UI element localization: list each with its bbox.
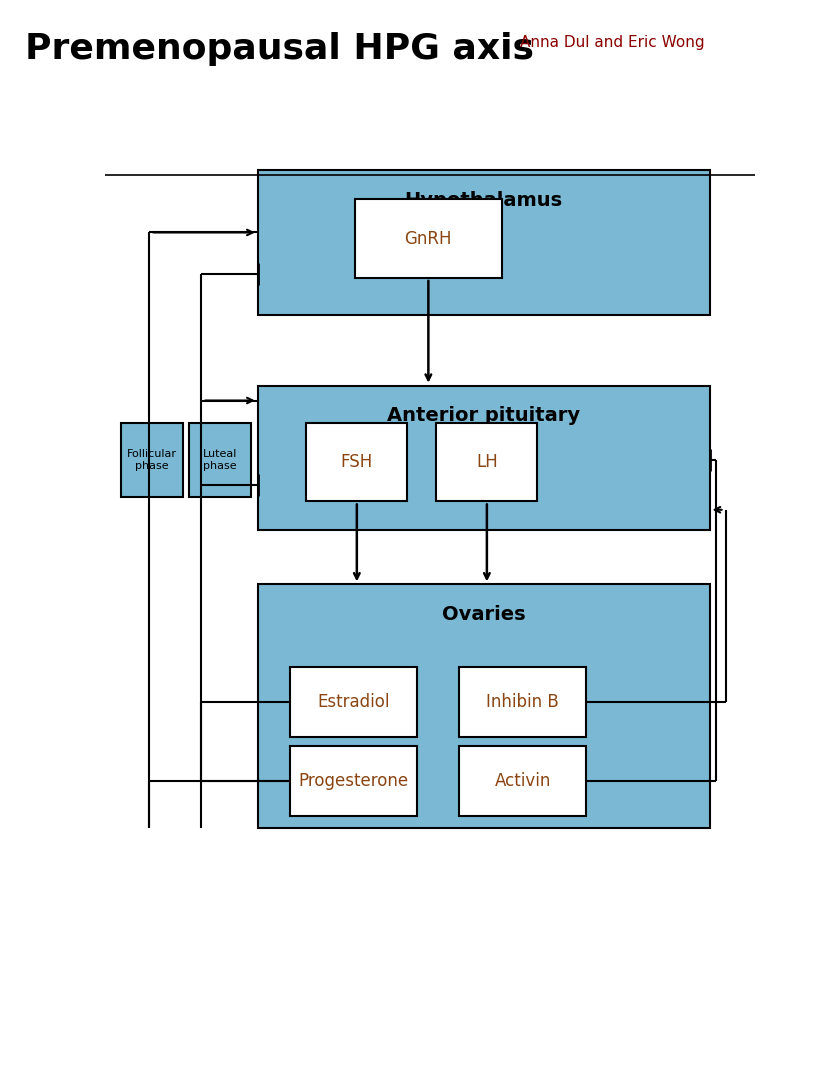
Text: FSH: FSH — [341, 454, 373, 471]
Text: LH: LH — [476, 454, 498, 471]
FancyBboxPatch shape — [258, 386, 710, 530]
Text: Premenopausal HPG axis: Premenopausal HPG axis — [25, 32, 534, 67]
Text: Anna Dul and Eric Wong: Anna Dul and Eric Wong — [520, 35, 705, 51]
FancyBboxPatch shape — [258, 585, 710, 829]
FancyBboxPatch shape — [290, 666, 417, 737]
FancyBboxPatch shape — [258, 170, 710, 315]
FancyBboxPatch shape — [355, 199, 502, 278]
Text: Anterior pituitary: Anterior pituitary — [387, 406, 581, 426]
Text: Ovaries: Ovaries — [442, 605, 525, 623]
Text: GnRH: GnRH — [404, 230, 452, 247]
FancyBboxPatch shape — [436, 422, 537, 501]
FancyBboxPatch shape — [306, 422, 407, 501]
Text: Luteal
phase: Luteal phase — [203, 449, 237, 471]
Text: Progesterone: Progesterone — [299, 772, 409, 790]
FancyBboxPatch shape — [290, 746, 417, 816]
FancyBboxPatch shape — [459, 746, 586, 816]
FancyBboxPatch shape — [190, 422, 251, 498]
Text: Follicular
phase: Follicular phase — [127, 449, 177, 471]
FancyBboxPatch shape — [459, 666, 586, 737]
Text: Hypothalamus: Hypothalamus — [404, 191, 563, 210]
Text: Estradiol: Estradiol — [317, 693, 390, 712]
Text: Activin: Activin — [494, 772, 551, 790]
Text: Inhibin B: Inhibin B — [487, 693, 559, 712]
FancyBboxPatch shape — [121, 422, 183, 498]
